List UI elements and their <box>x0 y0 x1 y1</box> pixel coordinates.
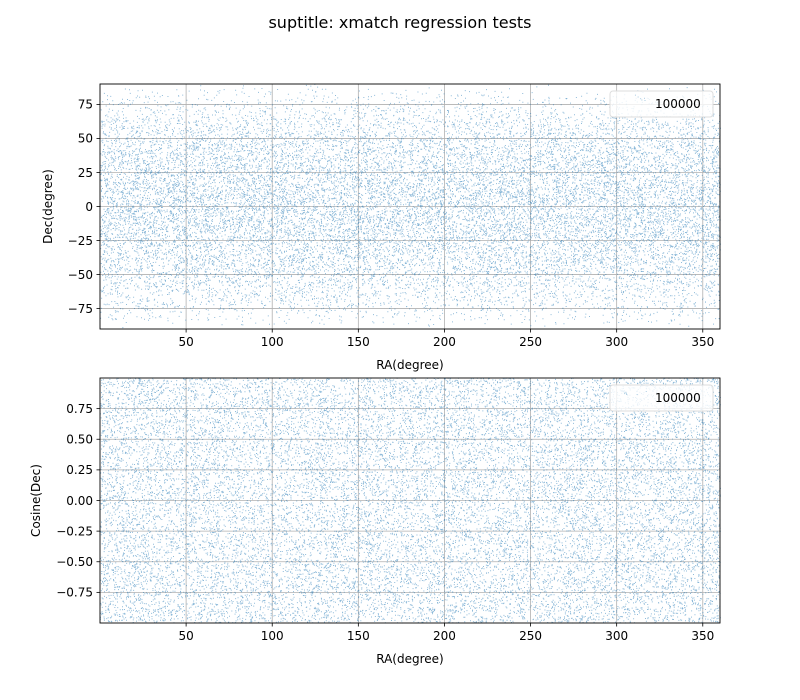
dec-y-tick-label: 75 <box>78 98 93 112</box>
cosine-ticks: 50 100 150 200 250 300 350 −0.75 −0.50 −0.25 0.00 0… <box>56 402 714 643</box>
dec-legend-marker-dot <box>637 96 639 98</box>
suptitle: suptitle: xmatch regression tests <box>268 13 531 32</box>
dec-legend-marker-dot <box>641 99 643 101</box>
cosine-y-tick-label: 0.00 <box>66 494 93 508</box>
cosine-x-tick-label: 100 <box>261 629 284 643</box>
cosine-legend-box <box>609 384 714 412</box>
dec-series-points <box>100 83 721 329</box>
dec-x-tick-label: 350 <box>691 335 714 349</box>
dec-scatter-points <box>100 83 721 329</box>
dec-x-tick-label: 100 <box>261 335 284 349</box>
cosine-legend-marker-dot <box>636 394 638 396</box>
cosine-y-tick-label: 0.25 <box>66 463 93 477</box>
dec-legend-marker-dot <box>644 97 645 99</box>
cosine-y-tick-label: −0.50 <box>56 555 93 569</box>
dec-x-tick-label: 250 <box>519 335 542 349</box>
cosine-x-tick-label: 300 <box>605 629 628 643</box>
cosine-legend-marker-dot <box>645 391 647 392</box>
cosine-x-tick-label: 200 <box>433 629 456 643</box>
dec-x-axis-label: RA(degree) <box>376 358 443 372</box>
cosine-legend-marker-dot <box>625 391 627 393</box>
dec-y-tick-label: −50 <box>68 268 93 282</box>
cosine-x-tick-label: 250 <box>519 629 542 643</box>
cosine-scatter-axes: 50 100 150 200 250 300 350 −0.75 −0.50 −0.25 0.00 0… <box>29 377 721 666</box>
dec-legend: 100000 <box>609 90 714 118</box>
dec-x-tick-label: 300 <box>605 335 628 349</box>
cosine-x-tick-label: 50 <box>178 629 193 643</box>
cosine-x-tick-label: 350 <box>691 629 714 643</box>
dec-legend-marker <box>634 94 646 101</box>
cosine-y-tick-label: 0.75 <box>66 402 93 416</box>
dec-y-tick-label: −75 <box>68 302 93 316</box>
dec-y-axis-label: Dec(degree) <box>41 169 55 244</box>
dec-x-tick-label: 150 <box>347 335 370 349</box>
dec-x-tick-label: 50 <box>178 335 193 349</box>
dec-legend-label: 100000 <box>655 97 701 111</box>
dec-ticks: 50 100 150 200 250 300 350 −75 −50 −25 0 25 50 75 <box>68 98 715 349</box>
cosine-y-axis-label: Cosine(Dec) <box>29 464 43 537</box>
cosine-legend: 100000 <box>609 384 714 412</box>
cosine-x-axis-label: RA(degree) <box>376 652 443 666</box>
dec-scatter-axes: 50 100 150 200 250 300 350 −75 −50 −25 0 25 50 75 RA(… <box>41 83 721 372</box>
dec-legend-marker-dot <box>644 100 646 101</box>
cosine-y-tick-label: −0.75 <box>56 586 93 600</box>
dec-y-tick-label: 50 <box>78 132 93 146</box>
dec-legend-marker-dot <box>634 94 636 96</box>
cosine-legend-marker <box>624 391 647 396</box>
dec-legend-marker-dot <box>640 98 642 100</box>
cosine-legend-marker-dot <box>624 392 625 394</box>
dec-y-tick-label: −25 <box>68 234 93 248</box>
dec-x-tick-label: 200 <box>433 335 456 349</box>
dec-y-tick-label: 25 <box>78 166 93 180</box>
dec-legend-box <box>609 90 714 118</box>
cosine-y-tick-label: −0.25 <box>56 524 93 538</box>
dec-y-tick-label: 0 <box>85 200 93 214</box>
cosine-legend-label: 100000 <box>655 391 701 405</box>
cosine-x-tick-label: 150 <box>347 629 370 643</box>
cosine-legend-marker-dot <box>626 394 628 395</box>
cosine-y-tick-label: 0.50 <box>66 433 93 447</box>
cosine-legend-marker-dot <box>625 393 627 394</box>
